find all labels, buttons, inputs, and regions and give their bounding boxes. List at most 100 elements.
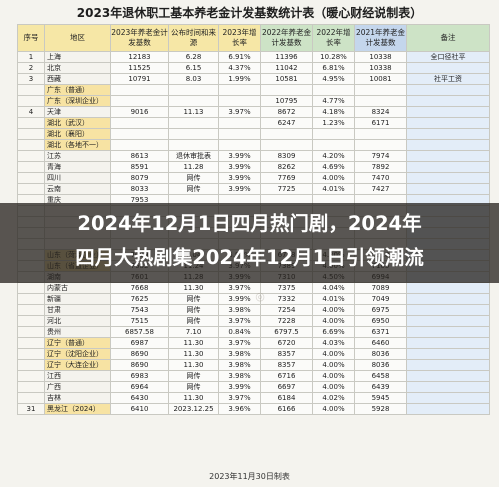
cell-region: 新疆 [44, 293, 111, 305]
cell-base2021: 7892 [354, 161, 407, 173]
cell-rate2022: 4.00% [312, 403, 355, 415]
cell-no [17, 282, 45, 294]
cell-source [168, 117, 219, 129]
cell-rate2023 [218, 117, 261, 129]
cell-base2023: 8079 [110, 172, 169, 184]
cell-no [17, 337, 45, 349]
header-cell: 2021年养老金计发基数 [354, 24, 407, 52]
cell-rate2022: 6.81% [312, 62, 355, 74]
cell-region: 湖北（武汉） [44, 117, 111, 129]
table-row: 4 天津 9016 11.13 3.97% 8672 4.18% 8324 [17, 106, 490, 118]
cell-region: 江苏 [44, 150, 111, 162]
cell-base2023: 8690 [110, 348, 169, 360]
cell-note [406, 326, 490, 338]
cell-rate2022: 4.00% [312, 348, 355, 360]
table-row: 云南 8033 网传 3.99% 7725 4.01% 7427 [17, 183, 490, 195]
cell-base2021: 7427 [354, 183, 407, 195]
table-row: 31 黑龙江（2024） 6410 2023.12.25 3.96% 6166 4.00% 5… [17, 403, 490, 415]
table-row: 1 上海 12183 6.28 6.91% 11396 10.28% 10338 全口径社平 [17, 51, 490, 63]
cell-base2023: 12183 [110, 51, 169, 63]
cell-base2022: 6720 [260, 337, 313, 349]
cell-source: 11.30 [168, 337, 219, 349]
cell-base2022: 6797.5 [260, 326, 313, 338]
cell-source: 11.30 [168, 359, 219, 371]
cell-base2023: 8613 [110, 150, 169, 162]
table-row: 2 北京 11525 6.15 4.37% 11042 6.81% 10338 [17, 62, 490, 74]
cell-base2022: 6184 [260, 392, 313, 404]
cell-base2021: 8036 [354, 348, 407, 360]
cell-note [406, 150, 490, 162]
cell-source: 11.30 [168, 348, 219, 360]
cell-base2021: 6950 [354, 315, 407, 327]
cell-base2021: 6171 [354, 117, 407, 129]
cell-note [406, 62, 490, 74]
table-row: 江苏 8613 退休审批表 3.99% 8309 4.20% 7974 [17, 150, 490, 162]
cell-note [406, 84, 490, 96]
cell-base2023: 6410 [110, 403, 169, 415]
cell-rate2022: 4.77% [312, 95, 355, 107]
table-row: 甘肃 7543 网传 3.98% 7254 4.00% 6975 [17, 304, 490, 316]
cell-no [17, 348, 45, 360]
table-row: 青海 8591 11.28 3.99% 8262 4.69% 7892 [17, 161, 490, 173]
cell-note [406, 139, 490, 151]
cell-source [168, 84, 219, 96]
cell-region: 黑龙江（2024） [44, 403, 111, 415]
cell-no [17, 95, 45, 107]
cell-note [406, 282, 490, 294]
cell-base2021: 7974 [354, 150, 407, 162]
cell-region: 吉林 [44, 392, 111, 404]
header-cell: 序号 [17, 24, 45, 52]
cell-base2023: 9016 [110, 106, 169, 118]
cell-rate2022 [312, 84, 355, 96]
cell-no [17, 304, 45, 316]
cell-base2022: 6716 [260, 370, 313, 382]
cell-region: 湖北（襄阳） [44, 128, 111, 140]
cell-base2021: 8324 [354, 106, 407, 118]
cell-no: 31 [17, 403, 45, 415]
cell-source [168, 128, 219, 140]
table-row: 江西 6983 网传 3.98% 6716 4.00% 6458 [17, 370, 490, 382]
cell-base2021: 7049 [354, 293, 407, 305]
cell-no [17, 326, 45, 338]
cell-base2021 [354, 139, 407, 151]
cell-source: 11.30 [168, 392, 219, 404]
cell-rate2023: 4.37% [218, 62, 261, 74]
cell-note [406, 381, 490, 393]
cell-source: 6.15 [168, 62, 219, 74]
table-row: 内蒙古 7668 11.30 3.97% 7375 4.04% 7089 [17, 282, 490, 294]
cell-note [406, 161, 490, 173]
table-row: 湖北（各地不一） [17, 139, 490, 151]
cell-base2021 [354, 128, 407, 140]
cell-region: 上海 [44, 51, 111, 63]
table-row: 四川 8079 网传 3.99% 7769 4.00% 7470 [17, 172, 490, 184]
cell-note [406, 337, 490, 349]
table-row: 辽宁（大连企业） 8690 11.30 3.98% 8357 4.00% 8036 [17, 359, 490, 371]
cell-no [17, 150, 45, 162]
cell-rate2022: 6.69% [312, 326, 355, 338]
table-row: 吉林 6430 11.30 3.97% 6184 4.02% 5945 [17, 392, 490, 404]
cell-base2022: 7725 [260, 183, 313, 195]
cell-source [168, 95, 219, 107]
cell-note [406, 392, 490, 404]
cell-base2022: 6697 [260, 381, 313, 393]
cell-region: 广东（普通） [44, 84, 111, 96]
cell-note [406, 128, 490, 140]
cell-no: 1 [17, 51, 45, 63]
cell-base2021: 10338 [354, 51, 407, 63]
header-cell: 2022年增长率 [312, 24, 355, 52]
watermark-logo: ◎ [255, 290, 265, 303]
cell-rate2023: 3.99% [218, 381, 261, 393]
cell-base2021: 6371 [354, 326, 407, 338]
cell-base2022: 6247 [260, 117, 313, 129]
cell-base2021 [354, 95, 407, 107]
table-row: 湖北（武汉） 6247 1.23% 6171 [17, 117, 490, 129]
cell-base2022: 8357 [260, 359, 313, 371]
cell-rate2022 [312, 128, 355, 140]
cell-rate2023 [218, 128, 261, 140]
cell-rate2023: 3.97% [218, 392, 261, 404]
cell-region: 贵州 [44, 326, 111, 338]
cell-no [17, 381, 45, 393]
cell-rate2023: 3.97% [218, 337, 261, 349]
header-cell: 公布时间和来源 [168, 24, 219, 52]
table-row: 广东（普通） [17, 84, 490, 96]
